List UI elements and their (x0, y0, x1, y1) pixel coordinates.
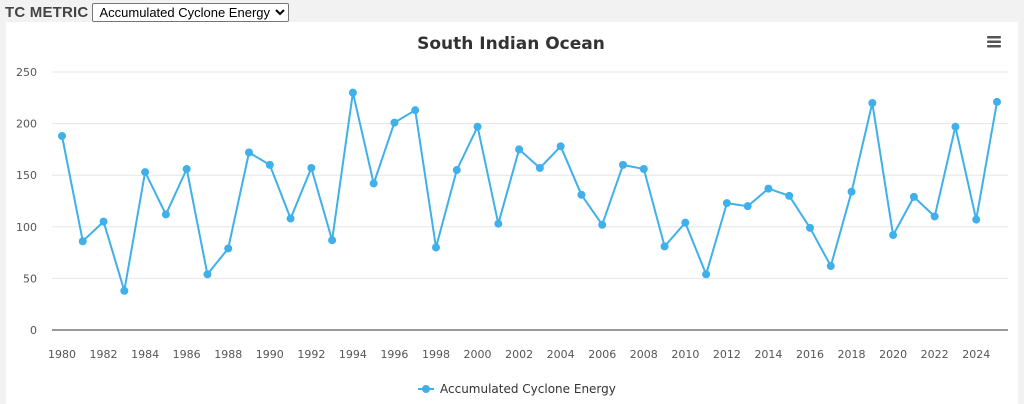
x-tick-label: 2020 (879, 348, 907, 361)
data-point[interactable] (764, 184, 773, 193)
chart-card: 0 50 100 150 200 250 1980 1982 1984 1986 1988 1990… (6, 22, 1018, 404)
x-tick-label: 2022 (921, 348, 949, 361)
chart-legend[interactable]: Accumulated Cyclone Energy (418, 382, 616, 396)
x-tick-label: 2024 (962, 348, 990, 361)
data-point[interactable] (806, 223, 814, 232)
data-point[interactable] (473, 122, 482, 131)
x-tick-label: 2016 (796, 348, 824, 361)
data-point[interactable] (639, 165, 648, 174)
x-tick-label: 2014 (754, 348, 782, 361)
data-point[interactable] (245, 148, 253, 157)
x-axis-ticks: 1980 1982 1984 1986 1988 1990 1992 1994 1996 1998… (48, 348, 990, 361)
data-point[interactable] (909, 192, 918, 201)
line-chart: 0 50 100 150 200 250 1980 1982 1984 1986 1988 1990… (16, 34, 1008, 396)
data-point[interactable] (369, 179, 378, 188)
data-point[interactable] (161, 210, 170, 219)
y-tick-label: 200 (16, 118, 37, 131)
data-point[interactable] (535, 163, 544, 172)
x-tick-label: 2006 (588, 348, 616, 361)
legend-label: Accumulated Cyclone Energy (440, 382, 616, 396)
y-tick-label: 0 (30, 324, 37, 337)
legend-marker-icon (422, 385, 430, 393)
x-tick-label: 1982 (90, 348, 118, 361)
x-tick-label: 2000 (464, 348, 492, 361)
y-tick-label: 50 (23, 272, 37, 285)
series-layer (58, 88, 1001, 295)
metric-label: TC METRIC (5, 3, 89, 21)
data-point[interactable] (930, 212, 939, 221)
data-point[interactable] (99, 217, 108, 226)
metric-control-bar: TC METRIC Accumulated Cyclone Energy (5, 2, 290, 22)
metric-select[interactable]: Accumulated Cyclone Energy (92, 2, 290, 22)
x-tick-label: 2002 (505, 348, 533, 361)
data-point[interactable] (432, 243, 440, 252)
x-tick-label: 1994 (339, 348, 367, 361)
x-tick-label: 1996 (380, 348, 408, 361)
data-point[interactable] (328, 236, 337, 245)
x-tick-label: 2004 (547, 348, 575, 361)
x-tick-label: 1984 (131, 348, 159, 361)
grid-lines (52, 71, 1008, 279)
data-point[interactable] (972, 215, 981, 224)
data-point[interactable] (577, 190, 586, 199)
data-point[interactable] (722, 199, 731, 208)
data-point[interactable] (785, 191, 794, 200)
data-point[interactable] (141, 168, 150, 177)
data-point[interactable] (224, 244, 233, 253)
x-tick-label: 2018 (838, 348, 866, 361)
y-tick-label: 250 (16, 66, 37, 79)
x-tick-label: 2012 (713, 348, 741, 361)
data-point[interactable] (556, 142, 565, 151)
x-tick-label: 1992 (297, 348, 325, 361)
data-point[interactable] (951, 122, 960, 131)
data-point[interactable] (743, 202, 752, 211)
data-point[interactable] (58, 131, 66, 140)
data-point[interactable] (452, 166, 461, 175)
data-point[interactable] (411, 106, 420, 115)
x-tick-label: 1986 (173, 348, 201, 361)
data-point[interactable] (889, 231, 898, 240)
y-tick-label: 150 (16, 169, 37, 182)
data-point[interactable] (660, 242, 669, 251)
series-line (61, 91, 998, 292)
data-point[interactable] (182, 165, 191, 174)
data-point[interactable] (286, 214, 295, 223)
data-point[interactable] (847, 187, 856, 196)
data-point[interactable] (702, 270, 711, 279)
data-point[interactable] (868, 98, 877, 107)
chart-menu-icon[interactable] (986, 34, 1002, 50)
data-point[interactable] (348, 88, 357, 97)
data-point[interactable] (78, 237, 87, 246)
x-tick-label: 1980 (48, 348, 76, 361)
data-point[interactable] (826, 262, 835, 271)
data-point[interactable] (619, 160, 627, 169)
data-point[interactable] (993, 97, 1001, 106)
y-tick-label: 100 (16, 221, 37, 234)
x-tick-label: 2010 (671, 348, 699, 361)
data-point[interactable] (307, 163, 316, 172)
data-point[interactable] (265, 160, 274, 169)
data-point[interactable] (390, 118, 399, 127)
data-point[interactable] (494, 219, 503, 228)
x-tick-label: 1998 (422, 348, 450, 361)
chart-title: South Indian Ocean (417, 34, 605, 54)
x-tick-label: 1988 (214, 348, 242, 361)
data-point[interactable] (515, 145, 524, 154)
x-tick-label: 1990 (256, 348, 284, 361)
y-axis-ticks: 0 50 100 150 200 250 (16, 66, 37, 337)
data-point[interactable] (203, 270, 212, 279)
x-tick-label: 2008 (630, 348, 658, 361)
data-point[interactable] (598, 220, 607, 229)
data-point[interactable] (681, 218, 690, 227)
data-point[interactable] (120, 286, 129, 295)
